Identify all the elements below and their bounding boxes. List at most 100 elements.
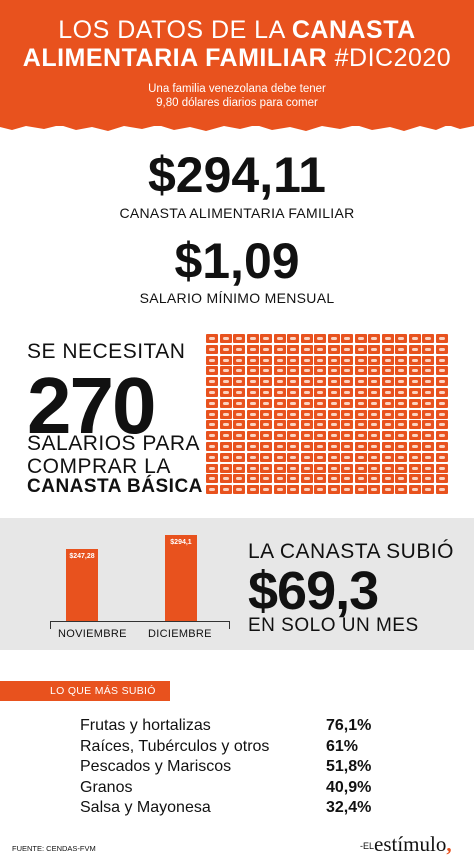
money-bill-icon: [219, 431, 232, 441]
money-bill-icon: [206, 474, 218, 484]
item-value: 61%: [326, 737, 359, 755]
money-bill-icon: [300, 388, 313, 397]
money-bill-icon: [395, 420, 407, 430]
money-bill-icon: [287, 334, 299, 343]
money-bill-icon: [368, 442, 380, 451]
money-bill-icon: [314, 463, 326, 473]
money-bill-icon: [368, 420, 380, 430]
title-plain: LOS DATOS DE LA: [58, 16, 292, 44]
money-bill-icon: [381, 398, 394, 408]
money-bill-icon: [435, 442, 448, 451]
money-bill-icon: [246, 452, 259, 462]
money-bill-icon: [233, 452, 245, 462]
money-bill-icon: [422, 409, 434, 419]
money-bill-icon: [408, 355, 421, 365]
money-bill-icon: [381, 344, 394, 354]
money-bill-icon: [341, 366, 353, 376]
money-bill-icon: [395, 377, 407, 387]
money-bill-icon: [219, 377, 232, 387]
money-bill-icon: [300, 485, 313, 495]
money-bill-icon: [273, 442, 286, 451]
money-bill-icon: [206, 388, 218, 397]
money-bill-icon: [341, 377, 353, 387]
money-bill-icon: [246, 355, 259, 365]
money-bill-icon: [341, 452, 353, 462]
item-name: Raíces, Tubérculos y otros: [80, 737, 270, 755]
money-bill-icon: [206, 377, 218, 387]
money-bill-icon: [435, 334, 448, 343]
money-bill-icon: [341, 344, 353, 354]
money-bill-icon: [233, 388, 245, 397]
el-estimulo-logo: -ELestímulo,: [360, 832, 452, 857]
money-bill-icon: [287, 398, 299, 408]
money-bill-icon: [287, 388, 299, 397]
money-bill-icon: [422, 474, 434, 484]
money-bill-icon: [341, 409, 353, 419]
money-bill-icon: [422, 452, 434, 462]
money-bill-icon: [219, 366, 232, 376]
money-bill-icon: [273, 485, 286, 495]
source-note: FUENTE: CENDAS-FVM: [12, 844, 96, 853]
money-bill-icon: [273, 334, 286, 343]
money-bill-icon: [273, 409, 286, 419]
money-bill-icon: [408, 463, 421, 473]
money-bill-icon: [219, 409, 232, 419]
money-bill-icon: [287, 463, 299, 473]
money-bill-icon: [327, 334, 340, 343]
money-bill-icon: [314, 388, 326, 397]
money-bill-icon: [219, 344, 232, 354]
money-bill-icon: [287, 344, 299, 354]
money-bill-icon: [435, 463, 448, 473]
money-bill-icon: [408, 344, 421, 354]
money-bill-icon: [300, 377, 313, 387]
money-bill-icon: [300, 355, 313, 365]
money-bill-icon: [422, 366, 434, 376]
money-bill-icon: [327, 344, 340, 354]
money-bill-icon: [381, 431, 394, 441]
money-bill-icon: [260, 420, 272, 430]
money-bill-icon: [435, 485, 448, 495]
money-bill-icon: [246, 474, 259, 484]
canasta-value: $294,11: [148, 147, 326, 203]
bar: [66, 548, 98, 621]
money-bill-icon: [381, 355, 394, 365]
money-bill-icon: [422, 388, 434, 397]
money-bill-icon: [260, 355, 272, 365]
money-bill-icon: [314, 420, 326, 430]
increase-row: Granos 40,9%: [80, 778, 400, 798]
money-bill-icon: [233, 377, 245, 387]
money-bill-icon: [287, 377, 299, 387]
money-bill-icon: [273, 452, 286, 462]
money-bill-icon: [260, 452, 272, 462]
money-bill-icon: [381, 377, 394, 387]
money-bill-icon: [273, 420, 286, 430]
money-bill-icon: [314, 409, 326, 419]
money-bill-icon: [246, 442, 259, 451]
money-bill-icon: [422, 431, 434, 441]
money-bill-icon: [233, 420, 245, 430]
money-bill-icon: [206, 334, 218, 343]
money-bill-icon: [395, 398, 407, 408]
item-value: 51,8%: [326, 758, 372, 775]
money-bill-icon: [435, 420, 448, 430]
money-bill-icon: [233, 431, 245, 441]
needed-line-3: CANASTA BÁSICA: [27, 476, 203, 497]
money-bill-icon: [206, 442, 218, 451]
money-bill-icon: [327, 452, 340, 462]
x-tick-label: DICIEMBRE: [148, 628, 212, 640]
money-bill-icon: [381, 463, 394, 473]
money-bill-icon: [287, 431, 299, 441]
money-bill-icon: [435, 388, 448, 397]
title-bold: CANASTA: [291, 16, 416, 44]
money-bill-icon: [219, 485, 232, 495]
money-bill-icon: [327, 377, 340, 387]
money-bill-icon: [314, 442, 326, 451]
money-bill-icon: [206, 398, 218, 408]
money-bill-icon: [314, 334, 326, 343]
money-bill-icon: [422, 420, 434, 430]
money-bill-icon: [246, 366, 259, 376]
money-bill-icon: [354, 485, 367, 495]
money-bill-icon: [206, 431, 218, 441]
money-bill-icon: [368, 409, 380, 419]
bar-data-label: $247,28: [69, 552, 95, 560]
